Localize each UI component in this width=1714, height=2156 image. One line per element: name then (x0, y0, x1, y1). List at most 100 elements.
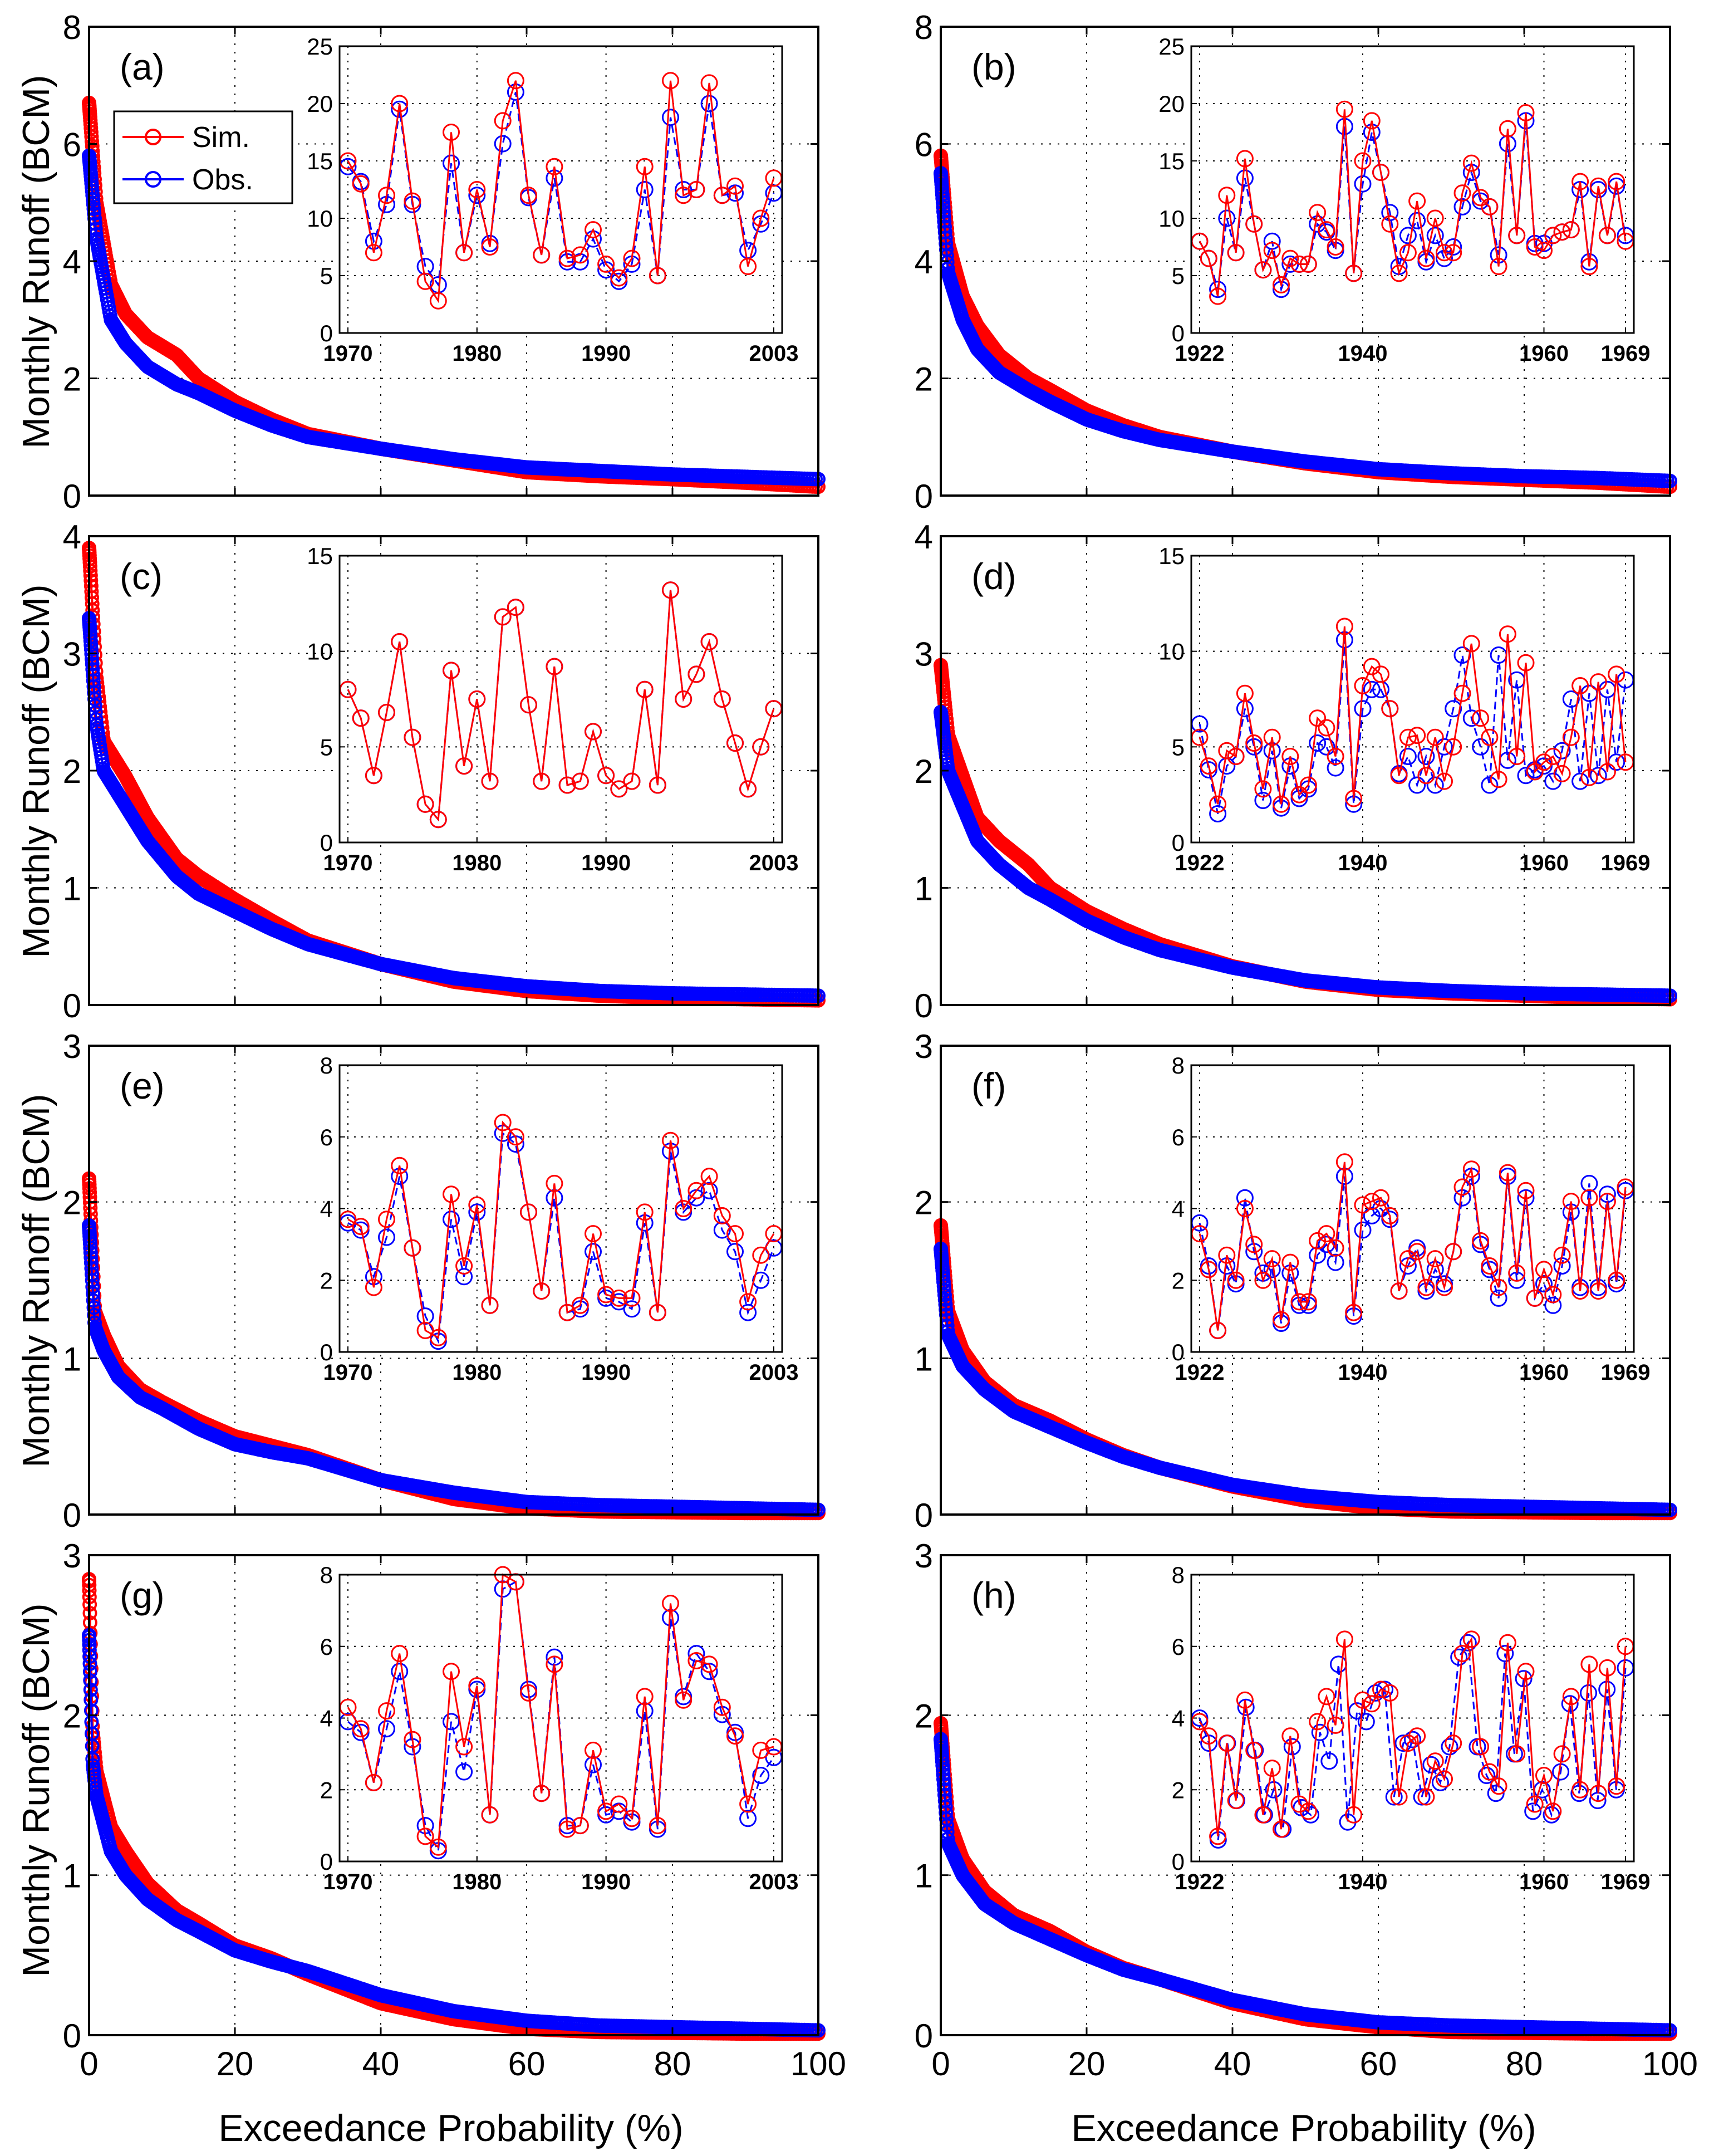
panel-e-inset-ytick-label: 0 (320, 1339, 333, 1365)
panel-b-ytick-label: 8 (915, 9, 933, 46)
panel-a-obs-series (82, 148, 826, 487)
panel-e-inset-xtick-label: 2003 (749, 1360, 799, 1385)
panel-d-ytick-label: 3 (915, 636, 933, 673)
panel-a-ytick-label: 8 (63, 9, 81, 46)
panel-a-ytick-label: 0 (63, 478, 81, 515)
panel-b-letter: (b) (971, 46, 1016, 87)
panel-b-obs-series (934, 166, 1677, 488)
panel-a-inset-sim-point (455, 244, 473, 262)
panel-a-inset-sim-line (347, 80, 775, 303)
panel-a-inset-sim-point (481, 238, 499, 256)
panel-e-inset-ytick-label: 8 (320, 1052, 333, 1079)
panel-b-ytick-label: 0 (915, 478, 933, 515)
panel-a-inset-ytick-label: 5 (320, 263, 333, 289)
panel-a-ytick-label: 6 (63, 126, 81, 164)
panel-c-inset-frame-bg (338, 555, 783, 844)
panel-a-inset-sim-point (610, 269, 628, 287)
panel-d-inset-ytick-label: 0 (1172, 830, 1185, 856)
panel-c-ytick-label: 3 (63, 636, 81, 673)
panel-c-inset-ytick-label: 5 (320, 734, 333, 760)
panel-d-ytick-label: 2 (915, 753, 933, 790)
panel-e-letter: (e) (120, 1065, 165, 1106)
panel-a-inset-ytick-label: 25 (307, 33, 333, 60)
panel-a-inset-sim-point (558, 249, 576, 267)
panel-b-ytick-label: 6 (915, 126, 933, 164)
panel-b-inset-ytick-label: 25 (1158, 33, 1185, 60)
panel-a-inset-sim-point (352, 175, 370, 193)
panel-a-inset-sim-point (571, 246, 589, 264)
panel-a-inset-sim-point (636, 158, 654, 175)
panel-a-inset-obs-point (700, 95, 718, 112)
panel-a-inset-sim-point (585, 221, 602, 239)
panel-b-inset-ytick-label: 0 (1172, 320, 1185, 346)
panel-a-inset-sim-point (700, 74, 718, 92)
panel-c-inset-xtick-label: 1990 (581, 851, 631, 875)
panel-a-inset-obs-point (636, 181, 654, 198)
panel-b-ytick-label: 4 (915, 243, 933, 281)
panel-a-inset-obs-point (391, 100, 409, 118)
panel-a-inset-obs-point (662, 109, 679, 126)
panel-d-inset-ytick-label: 15 (1158, 543, 1185, 569)
panel-c-inset-ytick-label: 0 (320, 830, 333, 856)
panel-e-ytick-label: 2 (63, 1184, 81, 1222)
panel-a-obs-line (88, 155, 819, 481)
panel-a-inset-sim-point (468, 181, 486, 198)
panel-a-inset-sim-point (520, 187, 537, 204)
panel-b-inset-ytick-label: 15 (1158, 148, 1185, 174)
panel-a-inset-sim-point (429, 292, 447, 310)
panel-a-inset-ytick-label: 15 (307, 148, 333, 174)
panel-a-inset-sim-point (507, 72, 524, 90)
panel-b-inset-xtick-label: 1969 (1601, 341, 1651, 366)
panel-d-ytick-label: 0 (915, 987, 933, 1025)
panel-a-ytick-label: 2 (63, 361, 81, 398)
panel-a-inset-sim-point (494, 112, 512, 130)
panel-a-inset-ytick-label: 10 (307, 205, 333, 232)
panel-c-ytick-label: 1 (63, 870, 81, 908)
panel-a-inset-frame (338, 45, 783, 334)
panel-b-inset-ytick-label: 20 (1158, 91, 1185, 117)
panel-a-inset-sim-point (649, 267, 666, 285)
panel-b-inset-ytick-label: 10 (1158, 205, 1185, 232)
panel-c-ytick-label: 0 (63, 987, 81, 1025)
panel-a-inset-sim-point (391, 95, 409, 112)
panel-a-inset-obs-point (443, 154, 460, 172)
panel-a-inset-sim-point (739, 258, 757, 275)
panel-a-inset-sim-point (726, 177, 744, 195)
panel-a-inset-obs-point (675, 181, 693, 198)
panel-d-inset-xtick-label: 1960 (1519, 851, 1569, 875)
panel-a-inset-ytick-label: 0 (320, 320, 333, 346)
panel-a-inset-sim-point (404, 192, 421, 210)
panel-d-inset-ytick-label: 5 (1172, 734, 1185, 760)
panel-a-inset-sim-point (365, 244, 382, 262)
panel-b-inset-frame-bg (1190, 45, 1635, 334)
panel-e-inset-ytick-label: 4 (320, 1196, 333, 1222)
panel-c-ytick-label: 2 (63, 753, 81, 790)
panel-a-inset-sim-point (713, 187, 731, 204)
panel-c-letter: (c) (120, 556, 163, 597)
panel-c-inset-xtick-label: 1980 (452, 851, 502, 875)
panel-d-inset-frame-bg (1190, 555, 1635, 844)
panel-a-inset-sim-point (597, 255, 615, 273)
panel-a-inset-obs-point (468, 187, 486, 204)
panel-a-letter: (a) (120, 46, 165, 87)
panel-a-inset-sim-point (662, 72, 679, 90)
panel-b-inset-xtick-label: 1960 (1519, 341, 1569, 366)
panel-d-inset-ytick-label: 10 (1158, 639, 1185, 665)
panel-d-letter: (d) (971, 556, 1016, 597)
panel-e-inset-ytick-label: 6 (320, 1124, 333, 1150)
panel-b-ytick-label: 2 (915, 361, 933, 398)
panel-a-inset-sim-point (623, 249, 641, 267)
panel-e-ytick-label: 3 (63, 1028, 81, 1065)
panel-e-ytick-label: 0 (63, 1497, 81, 1534)
panel-a-inset-sim-point (687, 181, 705, 198)
panel-a-inset-sim-point (752, 209, 770, 227)
panel-b-inset-ytick-label: 5 (1172, 263, 1185, 289)
